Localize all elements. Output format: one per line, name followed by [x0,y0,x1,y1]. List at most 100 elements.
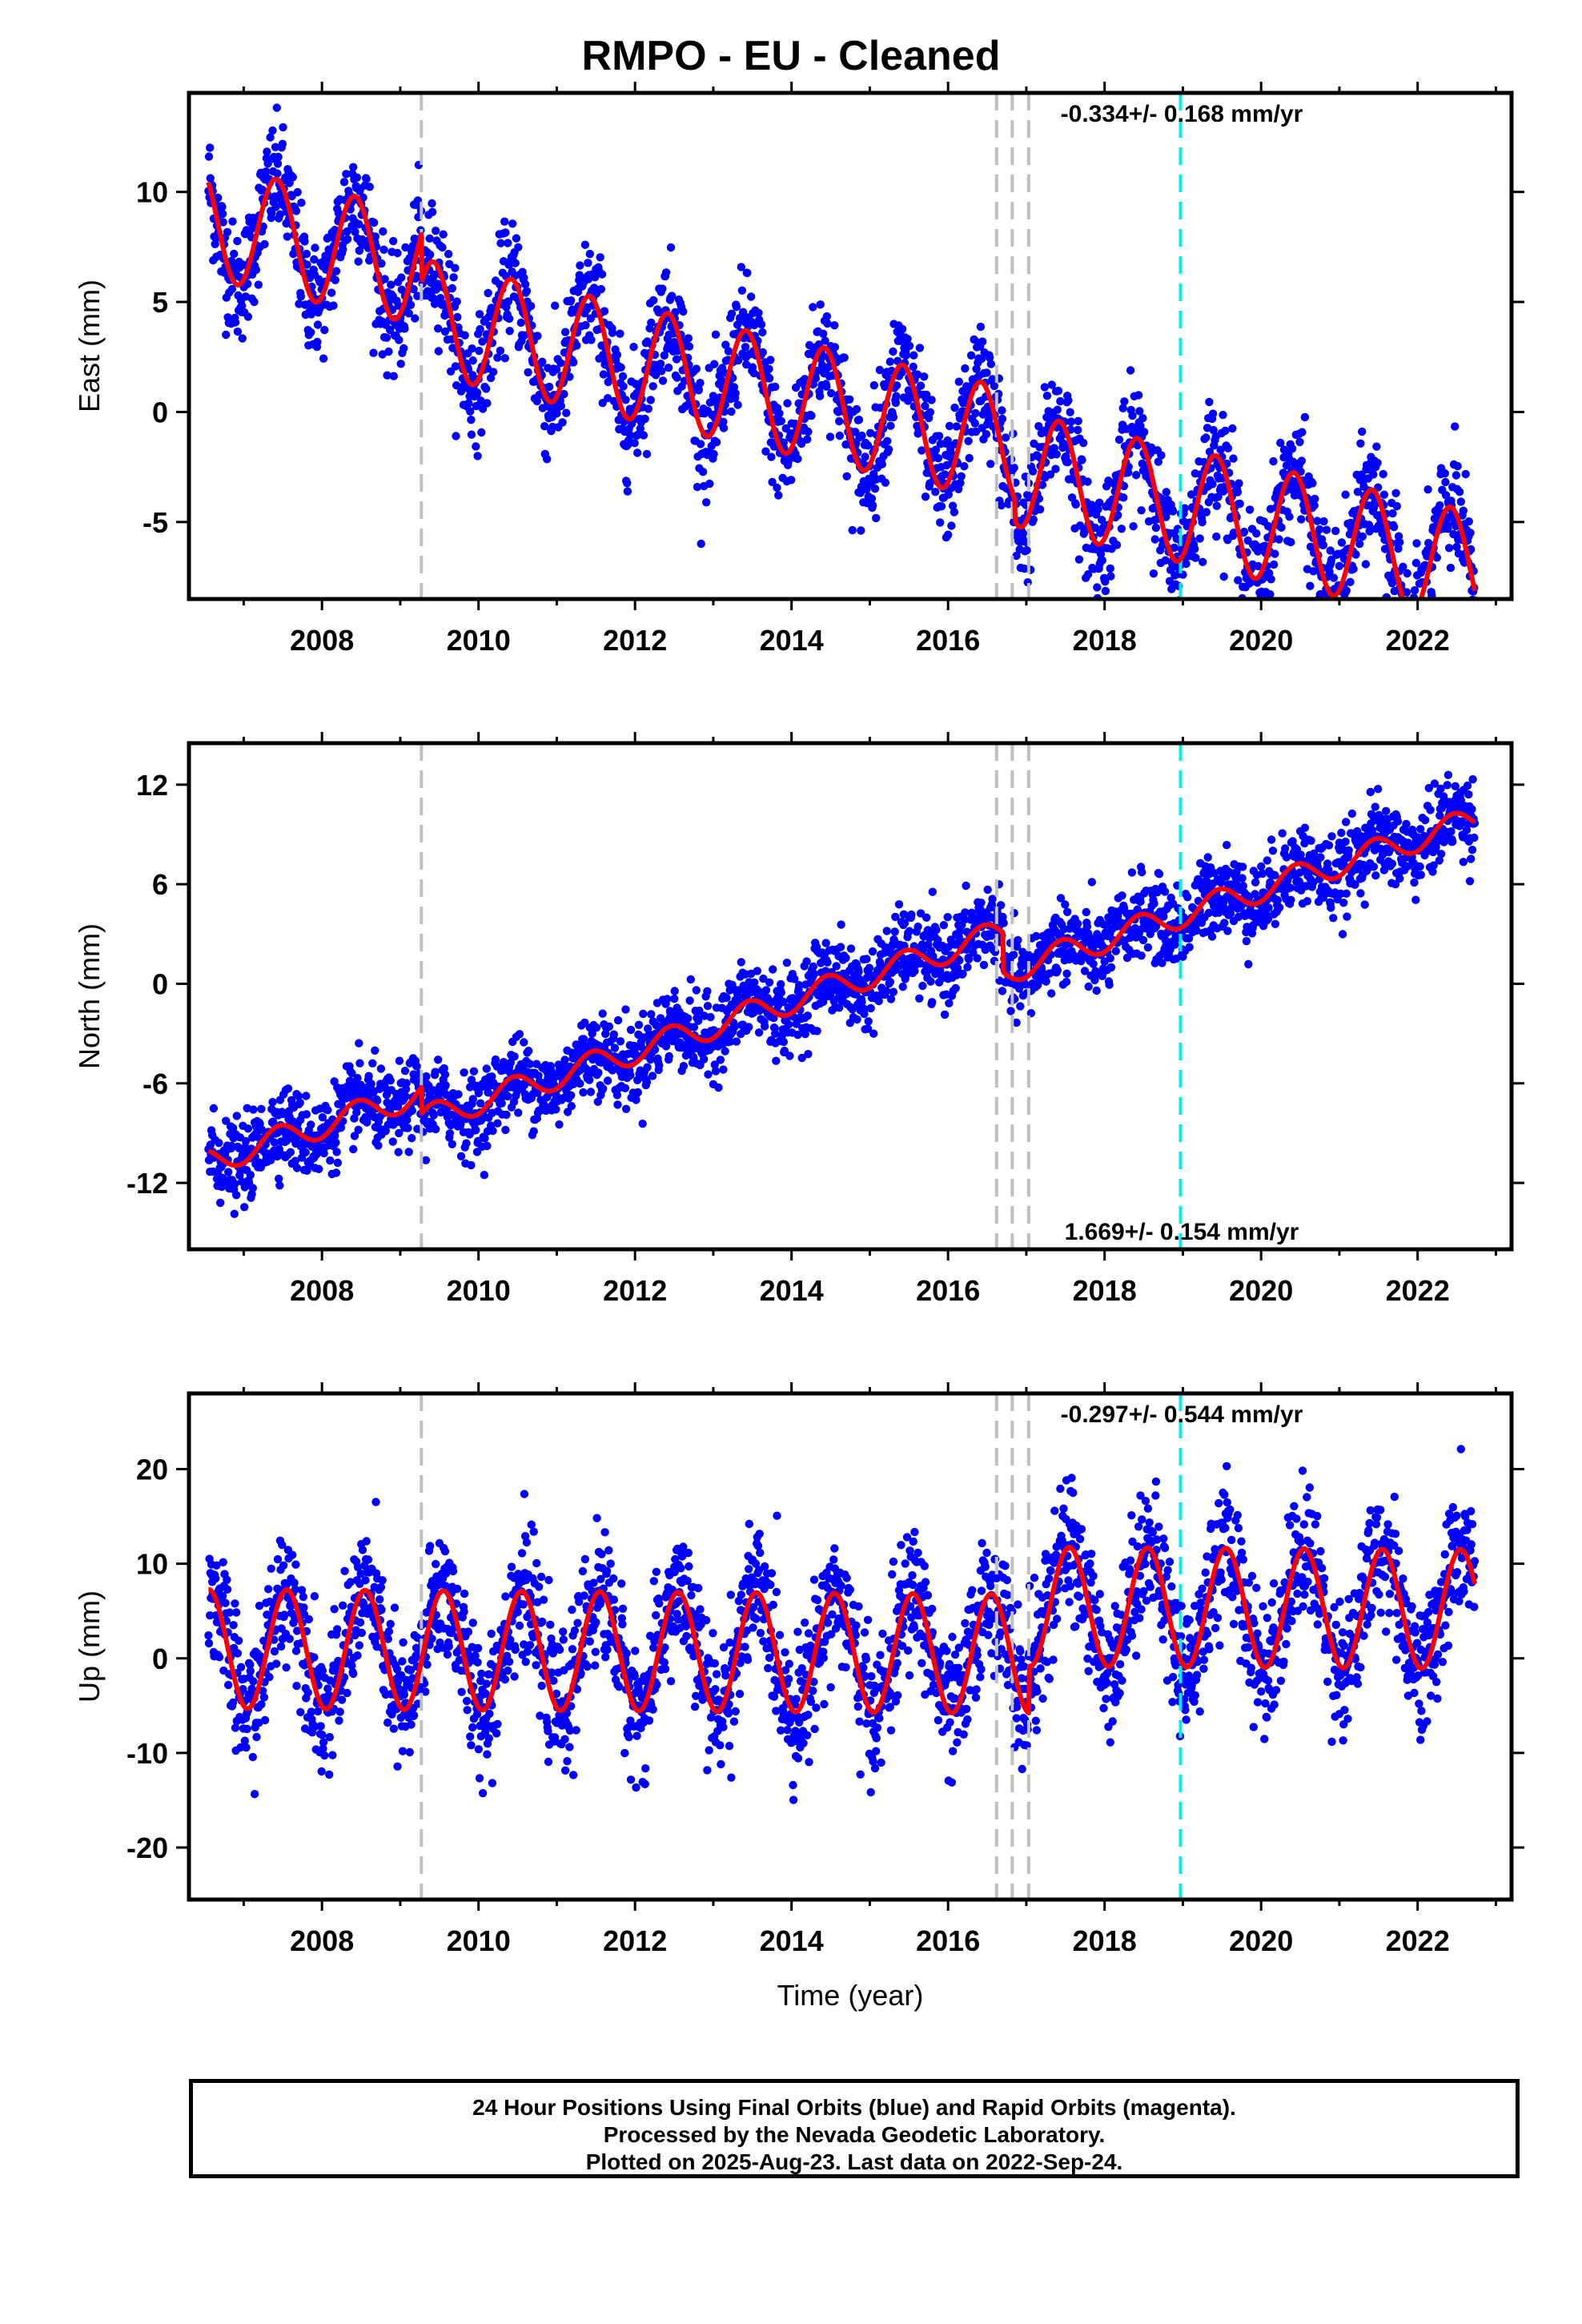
data-point [238,334,247,343]
data-point [1114,435,1124,444]
data-point [327,288,336,297]
data-point [1042,392,1052,400]
data-point [1388,509,1397,518]
data-point [777,988,785,997]
data-point [970,419,980,428]
data-point [1320,616,1328,624]
data-point [594,1068,603,1077]
data-point [219,218,227,227]
data-point [339,245,347,254]
data-point [313,320,323,329]
data-point [1047,380,1057,389]
data-point [837,920,845,929]
data-point [413,292,422,300]
data-point [954,377,964,386]
data-point [404,1124,412,1132]
data-point [320,325,329,335]
data-point [508,219,517,228]
data-point [524,1047,533,1055]
data-point [1198,517,1207,527]
data-point [1444,544,1454,553]
data-point [1412,539,1421,548]
data-point [408,1134,416,1143]
data-point [1093,583,1102,592]
data-point [1372,442,1381,451]
data-point [658,376,668,385]
data-point [1247,604,1255,612]
data-point [504,297,513,306]
data-point [1242,937,1251,946]
data-point [362,175,371,183]
data-point [483,1141,492,1151]
data-point [642,449,652,459]
data-point [931,445,941,454]
data-point [785,1020,793,1029]
data-point [714,1083,723,1092]
data-point [951,983,960,993]
data-point [750,320,759,330]
data-point [869,381,879,390]
data-point [809,303,817,312]
data-point [892,392,901,400]
data-point [355,1039,363,1047]
data-point [649,296,658,305]
data-point [633,1088,642,1097]
data-point [884,445,893,454]
data-point [562,408,571,417]
data-point [1251,878,1260,887]
x-tick-label: 2022 [1386,624,1450,657]
data-point [1223,927,1232,935]
data-point [239,260,248,269]
data-point [973,954,982,963]
data-point [567,1102,576,1111]
data-point [1182,559,1191,569]
data-point [401,1092,410,1101]
data-point [626,1025,636,1035]
data-point [448,1140,456,1149]
data-point [1257,616,1265,624]
data-point [230,249,239,259]
data-point [262,167,271,176]
data-point [538,357,547,366]
data-point [558,418,567,427]
data-point [853,1015,861,1024]
data-point [868,947,877,956]
data-point [1047,989,1056,998]
data-point [1402,613,1410,621]
data-point [267,209,276,218]
data-point [1022,546,1031,555]
data-point [1014,935,1022,945]
data-point [472,442,480,451]
data-point [936,518,945,527]
data-point [990,381,999,391]
data-point [473,452,482,460]
data-point [273,159,283,168]
data-point [395,1056,404,1065]
data-point [1346,577,1355,586]
data-point [572,341,581,350]
data-point [302,1110,311,1119]
data-point [822,312,832,321]
data-point [1414,676,1422,684]
data-point [1321,634,1329,642]
data-point [866,1003,875,1013]
data-point [393,248,402,258]
data-point [389,372,398,380]
data-point [488,368,498,376]
data-point [218,209,227,219]
data-point [493,1119,502,1128]
data-point [1277,523,1286,532]
data-point [706,1012,715,1022]
data-point [621,1005,630,1014]
data-point [832,962,841,971]
data-point [782,959,792,967]
data-point [272,103,281,112]
data-point [1373,458,1382,468]
data-point [439,230,448,239]
data-point [501,228,510,237]
data-point [811,374,820,383]
data-point [240,1203,249,1212]
data-point [468,356,477,365]
data-point [648,382,657,391]
data-point [388,1137,397,1146]
